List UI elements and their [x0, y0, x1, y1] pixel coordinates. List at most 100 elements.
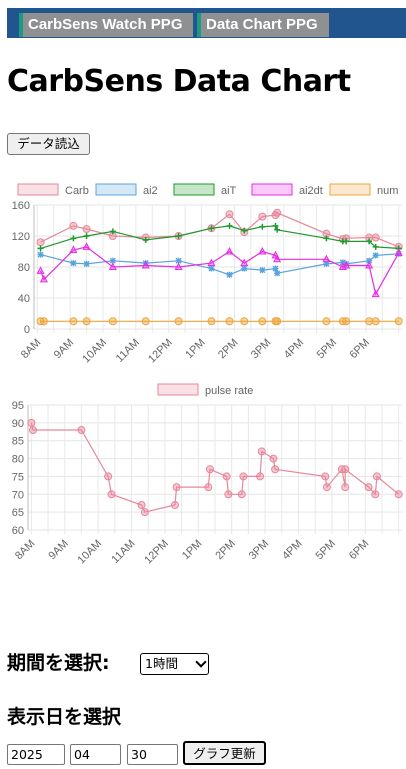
- data-point: [225, 317, 234, 326]
- legend-label: aiT: [221, 185, 237, 197]
- data-point: [342, 317, 351, 326]
- data-point: [394, 317, 403, 326]
- data-point: [207, 317, 216, 326]
- data-point: [271, 465, 280, 474]
- chevron-down-icon: [195, 656, 207, 668]
- data-point: [39, 274, 48, 283]
- data-point: [237, 490, 246, 499]
- pulse-rate-chart: pulse rate 60 65 70 75 80 85 90 95 8AM 9AM 10AM 11AM…: [12, 383, 403, 567]
- data-point: [174, 317, 183, 326]
- load-data-button[interactable]: データ読込: [7, 133, 90, 155]
- data-point: [69, 317, 78, 326]
- data-point: [371, 289, 380, 298]
- x-tick-label: 5PM: [315, 337, 339, 361]
- x-tick-label: 8AM: [13, 538, 37, 562]
- data-point: [364, 483, 373, 492]
- data-point: [341, 465, 350, 474]
- top-nav: CarbSens Watch PPG Data Chart PPG: [7, 8, 406, 38]
- data-point: [322, 317, 331, 326]
- y-tick-label: 0: [24, 324, 30, 336]
- month-input[interactable]: 04: [70, 744, 121, 765]
- nav-tab-watch-ppg[interactable]: CarbSens Watch PPG: [19, 13, 193, 37]
- data-point: [323, 235, 330, 242]
- x-tick-label: 10AM: [75, 538, 104, 567]
- data-point: [371, 317, 380, 326]
- series-line: [40, 246, 400, 296]
- data-point: [258, 212, 267, 221]
- y-tick-label: 40: [18, 293, 30, 305]
- data-point: [226, 222, 233, 229]
- data-point: [343, 238, 350, 245]
- data-point: [208, 265, 215, 272]
- data-point: [142, 260, 149, 267]
- data-point: [240, 258, 249, 267]
- data-point: [107, 490, 116, 499]
- data-point: [322, 483, 331, 492]
- data-point: [257, 447, 266, 456]
- data-point: [141, 317, 150, 326]
- legend-swatch: [251, 183, 293, 196]
- data-point: [342, 260, 351, 269]
- series-line: [40, 253, 399, 276]
- update-graph-button[interactable]: グラフ更新: [183, 741, 266, 765]
- x-tick-label: 4PM: [280, 538, 304, 562]
- data-point: [69, 245, 78, 253]
- data-point: [108, 317, 117, 326]
- legend-swatch: [17, 183, 59, 196]
- y-tick-label: 70: [12, 489, 24, 501]
- data-point: [137, 501, 146, 509]
- data-point: [172, 483, 181, 492]
- data-point: [372, 472, 381, 481]
- legend-label: ai2: [143, 185, 158, 197]
- data-point: [222, 472, 231, 481]
- y-tick-label: 120: [12, 231, 30, 243]
- y-tick-label: 90: [12, 418, 24, 430]
- legend-swatch: [173, 183, 215, 196]
- data-point: [69, 221, 78, 230]
- data-point: [108, 262, 117, 270]
- x-tick-label: 4PM: [282, 337, 306, 361]
- data-point: [142, 236, 149, 243]
- data-point: [341, 483, 350, 492]
- data-point: [372, 252, 379, 259]
- data-point: [323, 260, 330, 267]
- data-point: [82, 317, 91, 326]
- data-point: [339, 259, 346, 266]
- legend-label: pulse rate: [205, 385, 253, 397]
- data-point: [321, 472, 330, 481]
- year-input[interactable]: 2025: [7, 744, 65, 765]
- x-tick-label: 5PM: [314, 538, 338, 562]
- x-tick-label: 1PM: [180, 538, 204, 562]
- period-select[interactable]: 1時間: [140, 653, 209, 675]
- data-point: [366, 238, 373, 245]
- data-point: [371, 490, 380, 499]
- nav-tab-data-chart-ppg[interactable]: Data Chart PPG: [197, 13, 329, 37]
- data-point: [272, 265, 279, 272]
- page-title: CarbSens Data Chart: [7, 64, 351, 99]
- data-point: [273, 254, 282, 263]
- data-point: [225, 246, 234, 255]
- data-point: [140, 508, 149, 517]
- data-point: [175, 257, 182, 264]
- x-tick-label: 9AM: [46, 538, 70, 562]
- y-tick-label: 95: [12, 400, 24, 412]
- data-point: [394, 248, 403, 257]
- y-tick-label: 60: [12, 525, 24, 537]
- y-tick-label: 85: [12, 436, 24, 448]
- legend-label: num: [377, 185, 398, 197]
- y-tick-label: 65: [12, 507, 24, 519]
- data-point: [175, 233, 182, 239]
- x-tick-label: 6PM: [347, 337, 371, 361]
- data-point: [239, 472, 248, 481]
- data-point: [274, 226, 281, 233]
- data-point: [29, 426, 38, 434]
- data-point: [104, 472, 113, 481]
- legend-swatch: [329, 183, 371, 196]
- data-point: [174, 262, 183, 270]
- x-tick-label: 3PM: [247, 538, 271, 562]
- day-input[interactable]: 30: [127, 744, 178, 765]
- data-point: [77, 426, 86, 434]
- data-point: [224, 490, 233, 499]
- data-point: [37, 245, 44, 252]
